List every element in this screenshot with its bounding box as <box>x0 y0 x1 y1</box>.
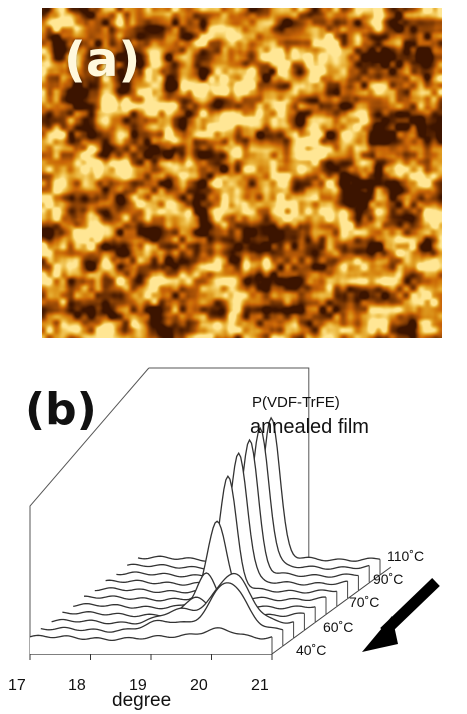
temperature-label: 60˚C <box>323 619 354 635</box>
panel-a-label: (a) <box>64 32 141 88</box>
x-tick-label: 19 <box>129 677 147 694</box>
afm-height-map <box>42 8 442 338</box>
back-wall-edge <box>148 367 310 568</box>
x-axis-label: degree <box>112 690 172 711</box>
series-line <box>84 520 327 602</box>
arrow-head <box>362 616 398 652</box>
panel-b-label: (b) <box>25 384 97 435</box>
x-tick-label: 17 <box>8 677 26 694</box>
temperature-label: 40˚C <box>296 642 327 658</box>
temperature-label: 110˚C <box>387 548 425 564</box>
temperature-label: 70˚C <box>349 594 380 610</box>
x-tick-label: 21 <box>251 677 269 694</box>
afm-topography-image: (a) <box>42 8 442 338</box>
temperature-label: 90˚C <box>373 571 404 587</box>
series-fill <box>84 521 326 615</box>
chart-tick-marks <box>29 654 273 660</box>
temperature-arrow <box>362 578 440 652</box>
series-fill <box>30 627 272 654</box>
left-wall-edge <box>29 367 150 654</box>
series-line <box>29 627 273 642</box>
xrd-waterfall-chart <box>29 367 440 660</box>
depth-axis-line <box>271 566 392 655</box>
x-tick-label: 20 <box>190 677 208 694</box>
chart-series-group <box>29 416 381 654</box>
series-line <box>73 572 316 610</box>
series-line <box>51 572 294 625</box>
chart-subtitle: annealed film <box>250 416 369 438</box>
x-tick-label: 18 <box>68 677 86 694</box>
series-line <box>40 582 283 633</box>
chart-title: P(VDF-TrFE) <box>252 394 340 411</box>
